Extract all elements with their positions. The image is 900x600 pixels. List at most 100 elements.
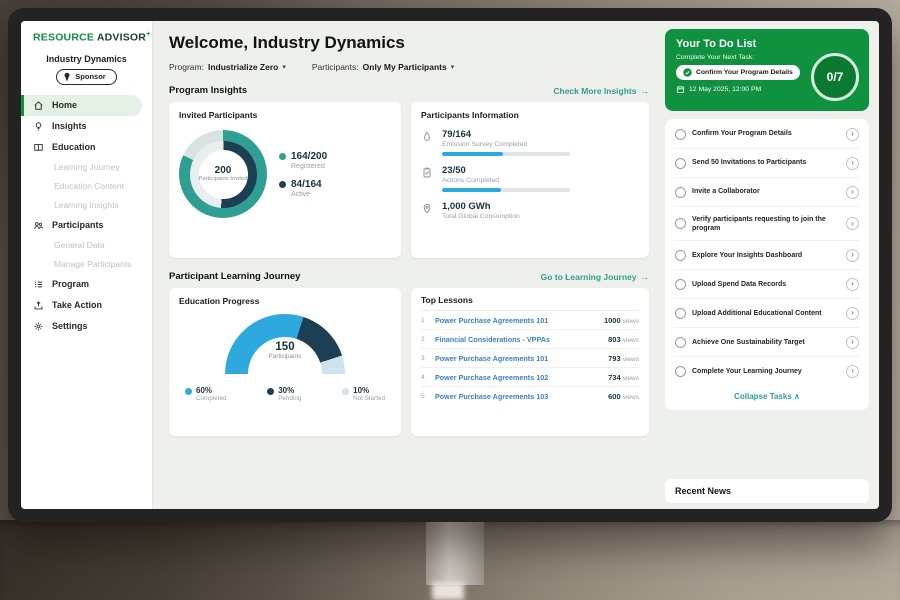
book-icon [33, 142, 44, 153]
legend-not-started: 10% Not Started [342, 386, 385, 402]
todo-progress-ring: 0/7 [811, 53, 859, 101]
todo-title: Your To Do List [676, 38, 757, 50]
lesson-views-suffix: views [622, 317, 639, 325]
chevron-glyph: › [851, 308, 854, 318]
task-checkbox[interactable] [675, 218, 686, 230]
chevron-right-icon[interactable]: › [846, 335, 859, 349]
task-row[interactable]: Complete Your Learning Journey › [674, 357, 860, 385]
lesson-views-count: 600 [608, 391, 621, 401]
chevron-glyph: › [851, 337, 854, 347]
lesson-views-suffix: views [622, 336, 639, 344]
collapse-tasks-link[interactable]: Collapse Tasks ∧ [674, 385, 860, 409]
consumption-row: 1,000 GWh Total Global Consumption [421, 201, 639, 220]
task-checkbox[interactable] [675, 249, 686, 261]
emission-survey-row: 79/164 Emission Survey Completed [421, 129, 639, 156]
lesson-rank: 3 [421, 354, 425, 362]
people-icon [33, 220, 44, 231]
link-label: Check More Insights [553, 85, 637, 96]
legend-label: Pending [278, 395, 302, 402]
task-checkbox[interactable] [675, 128, 686, 140]
sidebar-item-learning-journey[interactable]: Learning Journey [21, 158, 152, 177]
task-checkbox[interactable] [675, 278, 686, 290]
task-row[interactable]: Invite a Collaborator › [674, 178, 860, 207]
sidebar-item-take-action[interactable]: Take Action [21, 295, 152, 316]
lesson-link[interactable]: Power Purchase Agreements 101 [435, 353, 549, 363]
task-row[interactable]: Explore Your Insights Dashboard › [674, 241, 860, 271]
metric-value: 23/50 [442, 165, 466, 176]
metric-value: 1,000 GWh [442, 201, 491, 212]
legend-dot-registered [279, 152, 286, 160]
chevron-right-icon[interactable]: › [846, 127, 859, 141]
legend-value: 60% [196, 386, 213, 395]
metric-label: Emission Survey Completed [442, 141, 528, 148]
sidebar-item-education-content[interactable]: Education Content [21, 177, 152, 196]
legend-label: Registered [291, 162, 325, 170]
lesson-link[interactable]: Power Purchase Agreements 102 [435, 372, 549, 382]
lesson-link[interactable]: Power Purchase Agreements 101 [435, 315, 549, 325]
sidebar-item-label: Participants [52, 220, 104, 230]
app-window: RESOURCE ADVISOR+ Industry Dynamics Spon… [21, 21, 879, 509]
metric-label: Total Global Consumption [442, 213, 520, 220]
program-select[interactable]: Program: Industrialize Zero ▾ [169, 62, 286, 72]
lesson-row: 2 Financial Considerations - VPPAs 803 v… [421, 330, 639, 349]
task-checkbox[interactable] [675, 307, 686, 319]
chevron-right-icon[interactable]: › [846, 306, 859, 320]
check-more-insights-link[interactable]: Check More Insights → [553, 86, 649, 96]
task-row[interactable]: Achieve One Sustainability Target › [674, 328, 860, 358]
lesson-row: 4 Power Purchase Agreements 102 734 view… [421, 368, 639, 387]
chevron-right-icon[interactable]: › [846, 248, 859, 262]
task-checkbox[interactable] [675, 157, 686, 169]
chevron-right-icon[interactable]: › [846, 185, 859, 199]
check-circle-icon [683, 68, 692, 77]
lesson-link[interactable]: Power Purchase Agreements 103 [435, 391, 549, 401]
upload-icon [33, 300, 44, 311]
sidebar-item-settings[interactable]: Settings [21, 316, 152, 337]
task-row[interactable]: Upload Additional Educational Content › [674, 299, 860, 329]
task-row[interactable]: Confirm Your Program Details › [674, 120, 860, 149]
home-icon [33, 100, 44, 111]
sponsor-badge[interactable]: Sponsor [56, 68, 117, 85]
legend-value: 10% [353, 386, 370, 395]
metric-label: Actions Completed [442, 177, 500, 184]
lesson-rank: 5 [421, 392, 425, 400]
sidebar-item-participants[interactable]: Participants [21, 215, 152, 236]
legend-completed: 60% Completed [185, 386, 226, 402]
sidebar-item-education[interactable]: Education [21, 137, 152, 158]
legend-registered: 164/200 Registered [279, 151, 327, 170]
chevron-right-icon[interactable]: › [846, 156, 859, 170]
participants-select[interactable]: Participants: Only My Participants ▾ [312, 62, 454, 72]
recent-news-title: Recent News [675, 486, 732, 496]
sidebar-item-home[interactable]: Home [21, 94, 142, 116]
sidebar-item-insights[interactable]: Insights [21, 116, 152, 137]
next-task-pill[interactable]: Confirm Your Program Details [676, 65, 800, 80]
task-label: Upload Spend Data Records [692, 280, 787, 288]
lesson-views-suffix: views [622, 374, 639, 382]
task-row[interactable]: Verify participants requesting to join t… [674, 207, 860, 242]
chevron-right-icon[interactable]: › [846, 217, 859, 231]
task-checkbox[interactable] [675, 186, 686, 198]
sidebar-item-general-data[interactable]: General Data [21, 236, 152, 255]
education-progress-card: Education Progress 150 Participants 60% C… [169, 288, 401, 436]
lesson-rank: 2 [421, 335, 425, 343]
lesson-link[interactable]: Financial Considerations - VPPAs [435, 334, 550, 344]
task-label: Confirm Your Program Details [692, 130, 792, 138]
task-label: Complete Your Learning Journey [692, 367, 802, 375]
chevron-right-icon[interactable]: › [846, 364, 859, 378]
sidebar-item-manage-participants[interactable]: Manage Participants [21, 255, 152, 274]
sidebar-item-program[interactable]: Program [21, 274, 152, 295]
sidebar-item-learning-insights[interactable]: Learning Insights [21, 196, 152, 215]
task-row[interactable]: Upload Spend Data Records › [674, 270, 860, 300]
chevron-right-icon[interactable]: › [846, 277, 859, 291]
invited-donut-inner: 200 Participants Invited [189, 140, 257, 208]
task-checkbox[interactable] [675, 365, 686, 377]
education-legend: 60% Completed 30% Pending 10% Not Started [179, 386, 391, 402]
task-row[interactable]: Send 50 Invitations to Participants › [674, 149, 860, 178]
sidebar-item-label: Take Action [52, 300, 103, 310]
recent-news-card: Recent News [665, 479, 869, 503]
go-to-learning-journey-link[interactable]: Go to Learning Journey → [541, 272, 649, 282]
chevron-down-icon: ▾ [282, 64, 286, 71]
participants-value: Only My Participants [362, 62, 447, 72]
legend-dot-active [279, 180, 286, 188]
lesson-views-count: 803 [608, 334, 621, 344]
task-checkbox[interactable] [675, 336, 686, 348]
